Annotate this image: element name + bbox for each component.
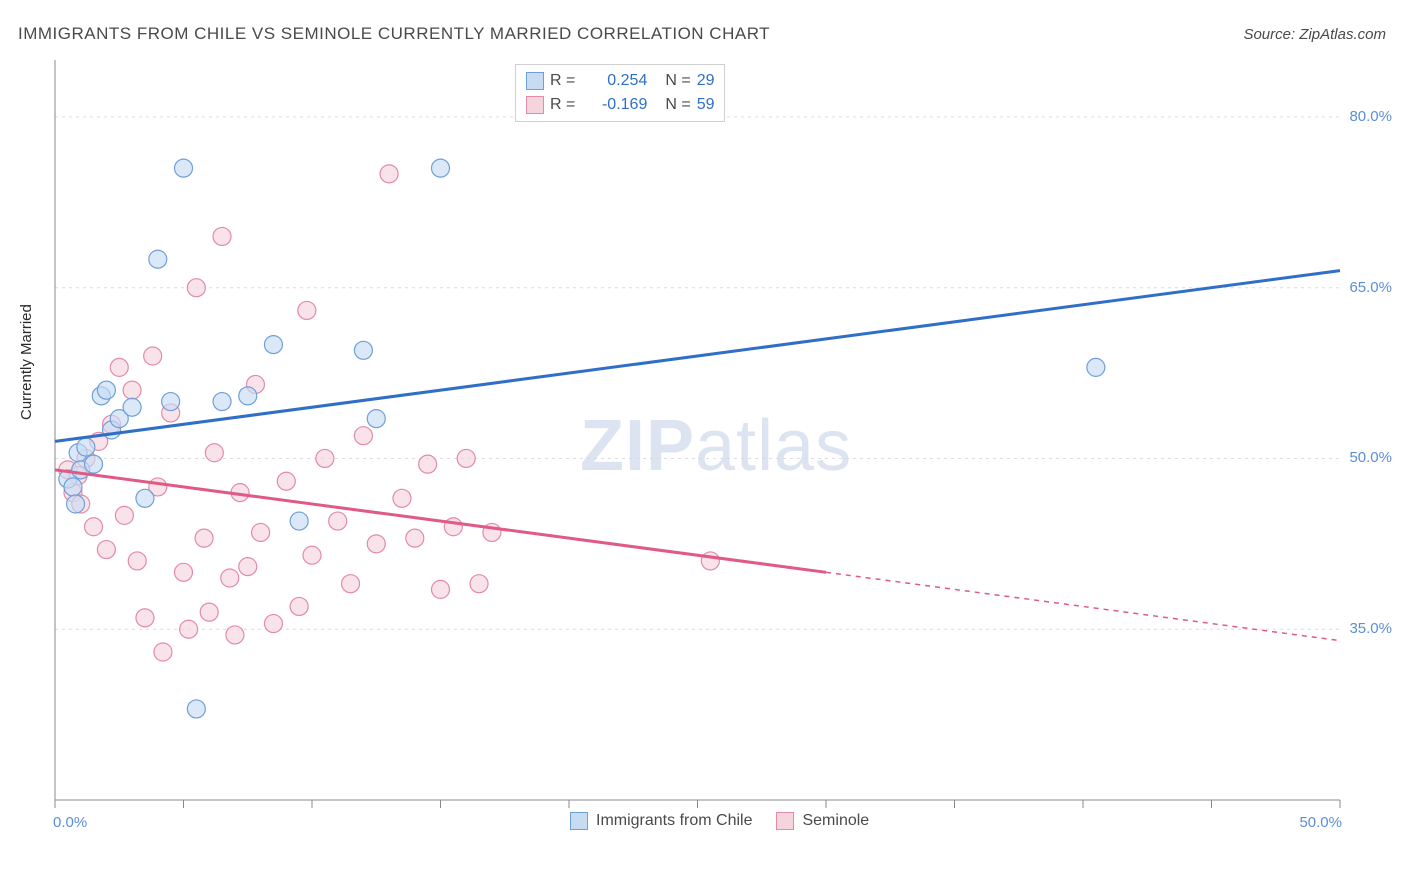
legend-item: Seminole — [776, 812, 869, 830]
y-axis-label: Currently Married — [18, 304, 35, 420]
legend-swatch — [526, 72, 544, 90]
source-attribution: Source: ZipAtlas.com — [1243, 26, 1386, 43]
legend-series-label: Seminole — [802, 812, 869, 830]
legend-r-label: R = — [550, 96, 575, 114]
legend-r-value: -0.169 — [581, 96, 647, 114]
y-tick-label: 65.0% — [1349, 279, 1392, 296]
legend-row: R = -0.169 N = 59 — [526, 93, 714, 117]
plot-svg — [50, 60, 1390, 820]
x-tick-label: 0.0% — [53, 814, 87, 831]
legend-n-label: N = — [665, 96, 690, 114]
y-tick-label: 35.0% — [1349, 620, 1392, 637]
legend-r-label: R = — [550, 72, 575, 90]
y-tick-label: 80.0% — [1349, 108, 1392, 125]
legend-r-value: 0.254 — [581, 72, 647, 90]
x-tick-label: 50.0% — [1299, 814, 1342, 831]
scatter-plot: ZIPatlas R =0.254N =29R =-0.169N =59 Imm… — [50, 60, 1390, 820]
correlation-legend: R = 0.254 N = 29 R = -0.169 N = 59 — [515, 64, 725, 122]
y-tick-label: 50.0% — [1349, 449, 1392, 466]
series-legend: Immigrants from Chile Seminole — [570, 812, 869, 830]
legend-n-value: 59 — [697, 96, 715, 114]
legend-n-value: 29 — [697, 72, 715, 90]
legend-series-label: Immigrants from Chile — [596, 812, 752, 830]
legend-swatch — [776, 812, 794, 830]
page-title: IMMIGRANTS FROM CHILE VS SEMINOLE CURREN… — [18, 24, 770, 44]
legend-item: Immigrants from Chile — [570, 812, 752, 830]
legend-swatch — [526, 96, 544, 114]
legend-swatch — [570, 812, 588, 830]
legend-n-label: N = — [665, 72, 690, 90]
legend-row: R = 0.254 N = 29 — [526, 69, 714, 93]
